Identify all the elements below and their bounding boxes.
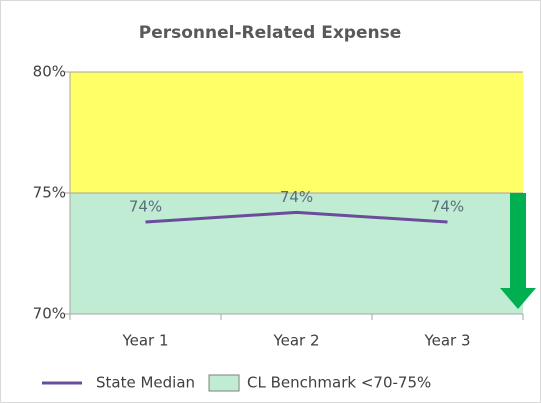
data-label: 74% xyxy=(431,198,464,216)
y-tick-label: 75% xyxy=(33,184,66,202)
y-tick-label: 80% xyxy=(33,63,66,81)
data-label: 74% xyxy=(129,198,162,216)
x-tick-label: Year 3 xyxy=(423,332,470,350)
x-tick-label: Year 2 xyxy=(272,332,319,350)
legend-swatch xyxy=(208,374,240,392)
chart-title: Personnel-Related Expense xyxy=(139,23,401,43)
data-label: 74% xyxy=(280,188,313,206)
y-tick-label: 70% xyxy=(33,305,66,323)
plot: 70% 75% 80% Year 1 Year 2 Year 3 74% 74% 74% xyxy=(33,63,524,350)
legend-label: State Median xyxy=(96,374,195,392)
arrow-head xyxy=(500,288,536,309)
series-line xyxy=(145,210,448,224)
arrow-shaft xyxy=(510,193,526,289)
arrow xyxy=(500,193,536,309)
x-tick-label: Year 1 xyxy=(121,332,168,350)
legend-label: CL Benchmark <70-75% xyxy=(247,374,431,392)
band xyxy=(70,72,523,193)
